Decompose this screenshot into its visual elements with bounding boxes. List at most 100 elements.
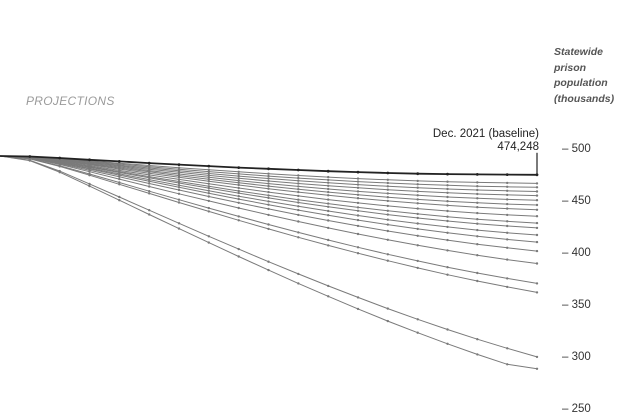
data-point (446, 172, 449, 176)
data-point (327, 226, 330, 230)
data-point (327, 238, 330, 242)
data-point (177, 181, 181, 185)
data-point (267, 207, 270, 211)
data-point (446, 200, 449, 203)
data-point (476, 211, 479, 215)
data-point (446, 184, 449, 187)
data-point (297, 213, 300, 217)
y-tick-label: – 350 (562, 299, 591, 311)
data-point (297, 201, 300, 204)
data-point (446, 187, 449, 191)
data-point (267, 174, 270, 178)
data-point (476, 338, 479, 341)
data-point (207, 174, 210, 177)
data-point (297, 220, 300, 223)
data-point (506, 224, 509, 228)
data-point (356, 201, 360, 205)
data-point (476, 201, 479, 204)
data-point (207, 176, 210, 179)
data-point (535, 182, 539, 185)
data-point (535, 240, 539, 244)
data-point (475, 173, 479, 176)
data-point (297, 188, 300, 191)
data-point (535, 190, 539, 193)
data-point (356, 170, 360, 174)
data-point (267, 187, 270, 190)
data-point (535, 173, 539, 177)
data-point (535, 367, 539, 370)
data-point (327, 205, 330, 208)
data-point (177, 201, 181, 204)
y-axis-label-line: (thousands) (554, 92, 615, 105)
data-point (476, 222, 479, 225)
data-point (267, 227, 270, 231)
data-point (535, 249, 539, 253)
data-point (416, 198, 419, 201)
data-point (237, 172, 240, 176)
data-point (267, 203, 270, 206)
data-point (446, 180, 449, 183)
data-point (386, 178, 389, 181)
data-point (446, 209, 449, 213)
data-point (476, 197, 479, 200)
data-point (148, 192, 151, 195)
data-point (506, 198, 509, 201)
data-point (356, 197, 360, 200)
data-point (177, 188, 181, 192)
data-point (58, 156, 62, 160)
data-point (416, 244, 419, 247)
data-point (207, 168, 210, 171)
data-point (386, 229, 389, 233)
data-point (356, 296, 360, 299)
data-point (207, 186, 210, 190)
data-point (88, 170, 91, 173)
data-point (177, 176, 181, 179)
data-point (446, 215, 449, 218)
data-point (416, 234, 419, 237)
data-point (386, 218, 389, 221)
data-point (476, 353, 479, 356)
data-point (177, 184, 181, 187)
data-point (535, 215, 539, 218)
data-point (386, 199, 389, 203)
data-point (118, 199, 121, 202)
data-point (386, 319, 389, 323)
data-point (267, 179, 270, 183)
data-point (416, 318, 419, 321)
data-point (356, 307, 360, 311)
data-point (237, 179, 240, 182)
data-point (386, 204, 389, 208)
data-point (207, 172, 210, 175)
data-point (148, 209, 151, 212)
data-point (476, 271, 479, 275)
data-point (177, 163, 181, 167)
data-point (386, 185, 389, 188)
data-point (327, 181, 330, 184)
data-point (88, 174, 91, 177)
data-point (535, 226, 539, 230)
data-point (148, 172, 151, 175)
data-point (148, 176, 151, 179)
data-point (476, 181, 479, 184)
data-point (148, 185, 151, 188)
y-axis-label: Statewide prison population (thousands) (554, 45, 616, 107)
data-point (386, 253, 389, 256)
data-point (446, 273, 449, 276)
data-point (386, 196, 389, 199)
data-point (506, 246, 509, 249)
data-point (297, 190, 300, 194)
data-point (476, 206, 479, 209)
data-point (237, 247, 240, 251)
data-point (446, 342, 449, 345)
data-point (207, 206, 210, 210)
data-point (177, 222, 181, 225)
data-point (386, 181, 389, 185)
data-point (88, 184, 91, 188)
data-point (416, 331, 419, 334)
data-point (237, 181, 240, 184)
data-point (237, 189, 240, 193)
data-point (506, 277, 509, 280)
data-point (177, 198, 181, 201)
data-point (207, 180, 210, 183)
